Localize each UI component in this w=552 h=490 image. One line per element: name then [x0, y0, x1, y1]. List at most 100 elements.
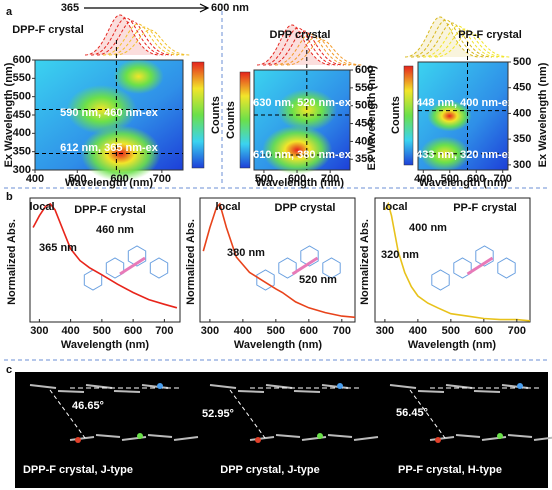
annotation: 320 nm — [381, 249, 419, 261]
annotation: 600 nm — [211, 2, 249, 14]
emission-profile — [96, 20, 173, 56]
y-tick-label: 600 — [355, 64, 373, 76]
emission-profile — [280, 36, 357, 66]
bond — [229, 389, 266, 439]
emission-profile — [114, 29, 191, 56]
x-tick-label: 400 — [414, 173, 432, 185]
emission-profile — [274, 33, 351, 66]
annotation: local — [29, 201, 54, 213]
molecule-ring — [431, 269, 450, 291]
y-tick-label: 300 — [513, 159, 531, 171]
heatmap-blob — [262, 125, 333, 175]
annotation: 612 nm, 365 nm-ex — [60, 142, 159, 154]
bond — [501, 384, 529, 389]
colorbar — [191, 61, 205, 169]
x-tick-label: 500 — [267, 325, 285, 337]
y-tick-label: 350 — [355, 153, 373, 165]
x-tick-label: 600 — [467, 173, 485, 185]
atom — [337, 383, 343, 389]
y-tick-label: 500 — [13, 91, 31, 103]
bond — [237, 390, 265, 393]
annotation: 380 nm — [227, 247, 265, 259]
x-tick-label: 400 — [234, 325, 252, 337]
bond — [321, 384, 349, 389]
y-axis-label: Normalized Abs. — [359, 219, 371, 305]
molecule-ring — [105, 257, 125, 279]
y-tick-label: 400 — [513, 107, 531, 119]
x-tick-label: 500 — [255, 173, 273, 185]
emission-profile — [90, 17, 167, 56]
chart-title: DPP crystal — [270, 29, 331, 41]
chart-title: PP-F crystal — [453, 202, 517, 214]
x-tick-label: 700 — [321, 173, 339, 185]
crystal-label: DPP-F crystal, J-type — [23, 464, 133, 476]
molecule-ring — [453, 257, 472, 279]
bond — [473, 390, 501, 393]
molecule-ring — [127, 245, 147, 267]
panel-label: a — [6, 6, 13, 18]
x-tick-label: 700 — [494, 173, 512, 185]
x-tick-label: 400 — [409, 325, 427, 337]
transition-arrow — [466, 256, 494, 276]
bond — [113, 390, 141, 393]
x-axis-label: Wavelength (nm) — [419, 177, 508, 189]
bond — [95, 434, 121, 438]
x-tick-label: 500 — [93, 325, 111, 337]
x-axis-label: Wavelength (nm) — [408, 339, 497, 351]
bond — [445, 384, 473, 389]
x-axis-label: Wavelength (nm) — [65, 177, 154, 189]
bond — [209, 384, 237, 389]
y-axis-label: Normalized Abs. — [6, 219, 18, 305]
panel-label: b — [6, 191, 13, 203]
annotation: 448 nm, 400 nm-ex — [416, 97, 515, 109]
angle-label: 46.65° — [72, 400, 104, 412]
emission-profile — [428, 28, 505, 58]
y-tick-label: 450 — [13, 109, 31, 121]
angle-label: 56.45° — [396, 407, 428, 419]
y-axis-label: Ex Wavelength (nm) — [366, 65, 378, 170]
atom — [517, 383, 523, 389]
bond — [327, 434, 353, 438]
annotation: 365 — [61, 2, 79, 14]
atom — [435, 437, 441, 443]
heatmap-blob — [113, 59, 164, 94]
colorbar-label: Counts — [390, 96, 402, 134]
emission-profile — [286, 39, 363, 66]
x-tick-label: 600 — [110, 173, 128, 185]
annotation: 400 nm — [409, 222, 447, 234]
x-tick-label: 700 — [155, 325, 173, 337]
bond — [409, 389, 446, 439]
absorption-line — [384, 201, 531, 322]
molecule-ring — [322, 257, 341, 279]
y-tick-label: 500 — [513, 56, 531, 68]
bond — [49, 389, 86, 439]
emission-profile — [102, 23, 179, 56]
x-tick-label: 500 — [441, 173, 459, 185]
heatmap-blob — [420, 136, 470, 172]
bond — [417, 390, 445, 393]
heatmap-blob — [427, 100, 472, 132]
annotation: 365 nm — [39, 242, 77, 254]
annotation: 433 nm, 320 nm-ex — [416, 149, 515, 161]
annotation: local — [215, 201, 240, 213]
x-tick-label: 600 — [288, 173, 306, 185]
x-axis-label: Wavelength (nm) — [256, 177, 345, 189]
plot-frame — [199, 197, 356, 323]
bond — [173, 436, 199, 441]
emission-profile — [422, 25, 499, 58]
bond — [353, 436, 379, 441]
bond — [249, 436, 275, 441]
molecule-ring — [256, 269, 275, 291]
x-tick-label: 500 — [68, 173, 86, 185]
atom — [75, 437, 81, 443]
x-tick-label: 700 — [333, 325, 351, 337]
x-axis-label: Wavelength (nm) — [61, 339, 150, 351]
molecule-ring — [278, 257, 297, 279]
x-tick-label: 700 — [153, 173, 171, 185]
arrow — [84, 3, 210, 13]
y-tick-label: 500 — [355, 100, 373, 112]
colorbar-label: Counts — [210, 96, 222, 134]
y-axis-label: Ex Wavelength (nm) — [3, 62, 15, 167]
molecule-ring — [300, 245, 319, 267]
